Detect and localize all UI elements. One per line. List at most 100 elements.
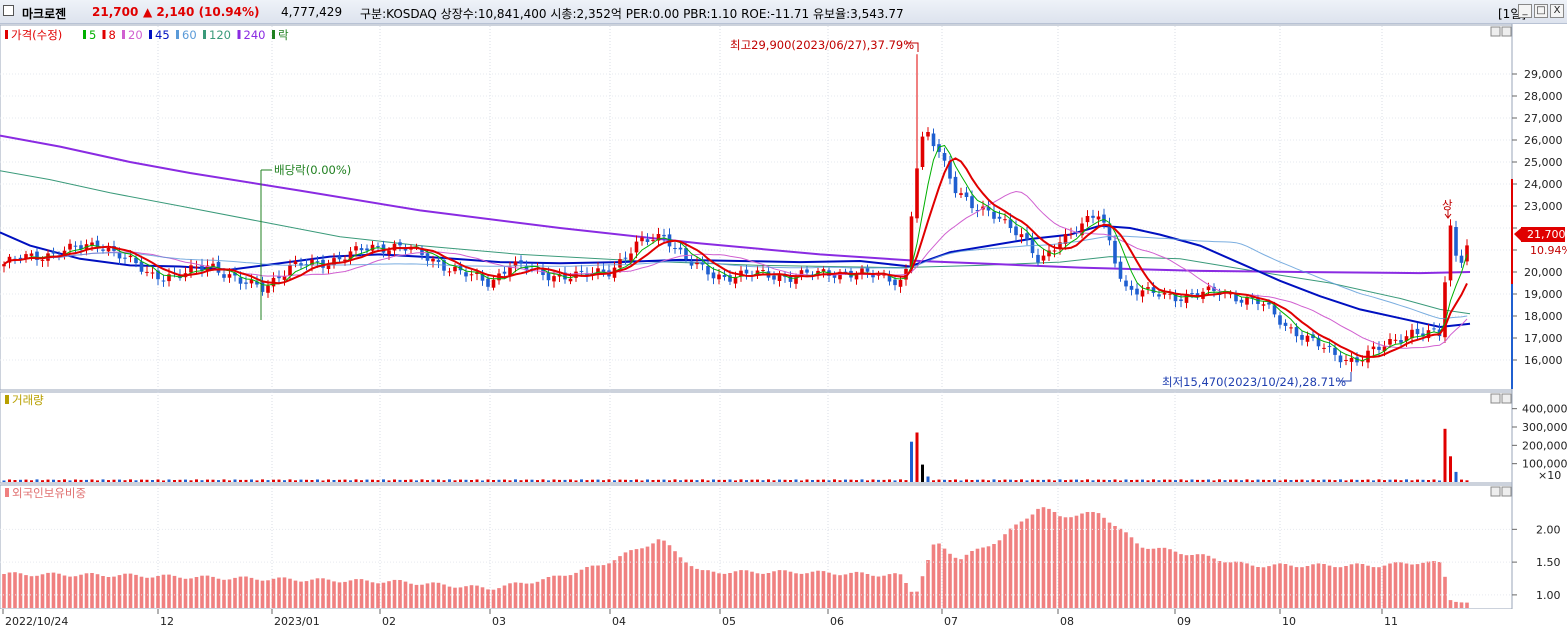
- volume-bar: [1372, 480, 1375, 482]
- foreign-ratio-bar: [68, 576, 72, 608]
- foreign-ratio-bar: [420, 584, 424, 608]
- foreign-ratio-bar: [563, 575, 567, 608]
- legend-label: 240: [244, 28, 266, 42]
- foreign-legend-swatch: [5, 488, 9, 497]
- foreign-ratio-bar: [816, 570, 820, 608]
- volume-bar: [536, 480, 539, 482]
- foreign-ratio-bar: [106, 577, 111, 608]
- foreign-ratio-bar: [277, 577, 281, 608]
- foreign-ratio-bar: [1168, 549, 1172, 608]
- volume-bar: [514, 479, 517, 482]
- foreign-ratio-bar: [216, 578, 221, 608]
- x-tick-label: 09: [1177, 615, 1191, 628]
- volume-bar: [1388, 479, 1392, 482]
- foreign-ratio-bar: [821, 571, 826, 608]
- legend-label: 120: [209, 28, 231, 42]
- volume-bar: [288, 479, 292, 482]
- volume-bar: [519, 480, 523, 482]
- volume-bar: [1119, 480, 1122, 482]
- candle-body: [288, 265, 292, 276]
- current-price: 21,700: [92, 5, 139, 19]
- candle-body: [128, 255, 133, 258]
- candle-body: [1305, 335, 1310, 342]
- candle-body: [629, 253, 633, 261]
- foreign-ratio-bar: [695, 568, 699, 608]
- candle-body: [1146, 287, 1150, 289]
- foreign-ratio-bar: [392, 579, 397, 608]
- short-moving-averages: [3, 144, 1468, 362]
- candle-body: [332, 258, 336, 266]
- candle-body: [920, 136, 925, 167]
- candle-body: [1058, 242, 1062, 249]
- volume-bar: [107, 480, 110, 482]
- foreign-y-label: 1.50: [1536, 556, 1561, 569]
- volume-legend-label: 거래량: [12, 393, 44, 407]
- y-tick-label: 18,000: [1524, 310, 1563, 323]
- panel-buttons[interactable]: [1490, 26, 1512, 497]
- limit-up-mark: 상: [1442, 198, 1453, 212]
- volume-bar: [866, 480, 869, 482]
- foreign-ratio-bar: [62, 575, 67, 608]
- change-amount: ▲ 2,140: [143, 5, 195, 19]
- foreign-ratio-bar: [618, 556, 622, 608]
- volume-bar: [761, 480, 765, 482]
- foreign-ratio-bar: [200, 575, 204, 608]
- volume-bar: [24, 479, 28, 482]
- candle-body: [1327, 345, 1332, 347]
- y-tick-label: 25,000: [1524, 156, 1563, 169]
- maximize-button[interactable]: □: [1534, 4, 1548, 18]
- candle-body: [337, 256, 342, 260]
- volume-bar: [1157, 480, 1161, 482]
- foreign-ratio-bar: [1074, 515, 1079, 608]
- candle-body: [744, 269, 749, 274]
- foreign-ratio-bar: [35, 575, 39, 608]
- volume-bar: [1212, 480, 1216, 482]
- legend-swatch: [149, 30, 152, 39]
- foreign-ratio-bar: [700, 570, 705, 608]
- volume-bar: [332, 480, 336, 482]
- volume-bar: [327, 479, 330, 482]
- volume-bar: [41, 480, 44, 482]
- foreign-ratio-bar: [1327, 565, 1332, 608]
- volume-bar: [602, 480, 605, 482]
- volume-bar: [970, 480, 974, 482]
- volume-bar: [541, 479, 545, 482]
- foreign-ratio-bar: [838, 575, 842, 608]
- foreign-ratio-bar: [1014, 524, 1018, 608]
- candle-body: [343, 259, 347, 261]
- candle-body: [1399, 340, 1403, 343]
- foreign-ratio-bar: [937, 543, 941, 608]
- volume-bar: [57, 480, 61, 482]
- minimize-button[interactable]: _: [1518, 4, 1532, 18]
- volume-bar: [387, 480, 391, 482]
- volume-bar: [618, 479, 622, 482]
- volume-bar: [728, 479, 732, 482]
- foreign-ratio-bar: [645, 546, 650, 608]
- candle-body: [1063, 234, 1068, 244]
- stock-chart[interactable]: 배당락(0.00%) 최고29,900(2023/06/27),37.79% 최…: [0, 24, 1567, 630]
- volume-bar: [937, 479, 941, 482]
- volume-bar: [415, 480, 418, 482]
- volume-bar: [1405, 479, 1408, 482]
- candle-body: [524, 265, 529, 271]
- candle-body: [1388, 339, 1392, 345]
- select-checkbox[interactable]: [3, 5, 14, 16]
- foreign-ratio-bar: [310, 579, 314, 608]
- volume-bar: [228, 480, 231, 482]
- foreign-ratio-bar: [761, 573, 765, 608]
- volume-bar: [580, 479, 583, 482]
- candle-body: [282, 276, 287, 280]
- foreign-ratio-bar: [1201, 554, 1205, 608]
- volume-bar: [404, 479, 407, 482]
- volume-bar: [101, 479, 105, 482]
- candle-body: [546, 273, 551, 281]
- volume-bar: [393, 479, 396, 482]
- volume-bar: [497, 479, 501, 482]
- candle-body: [508, 266, 512, 276]
- foreign-ratio-bar: [436, 582, 441, 608]
- close-button[interactable]: X: [1550, 4, 1564, 18]
- foreign-ratio-bar: [156, 576, 160, 608]
- volume-bar: [783, 479, 787, 482]
- volume-bar: [948, 480, 952, 482]
- volume-bar: [1113, 479, 1117, 482]
